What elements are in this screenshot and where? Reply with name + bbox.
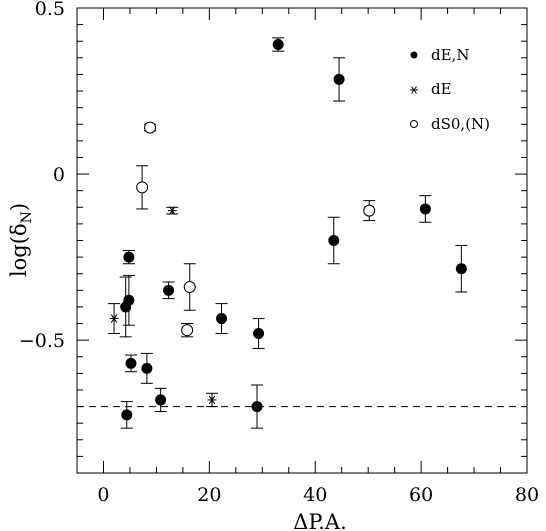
legend-marker-open-circle xyxy=(410,120,418,128)
data-point-open-circle xyxy=(181,323,194,338)
x-tick-label: 40 xyxy=(303,484,327,506)
y-axis-label: log(δN) xyxy=(7,203,35,277)
data-point-filled-circle xyxy=(215,303,228,334)
data-point-filled-circle xyxy=(122,249,135,265)
legend: dE,N dE dS0,(N) xyxy=(410,46,490,133)
data-point-filled-circle xyxy=(120,401,133,429)
y-tick-label: −0.5 xyxy=(19,330,65,352)
x-tick-label: 20 xyxy=(197,484,221,506)
data-point-filled-circle xyxy=(455,244,468,293)
x-axis-label: ΔP.A. xyxy=(293,510,347,531)
data-point-filled-circle xyxy=(419,195,432,223)
data-point-filled-circle xyxy=(122,274,135,326)
data-point-open-circle xyxy=(144,121,157,134)
data-point-filled-circle xyxy=(327,216,340,265)
data-point-filled-circle xyxy=(125,354,137,373)
data-point-open-circle xyxy=(136,165,149,210)
legend-label-de-n: dE,N xyxy=(431,46,469,64)
axis-tick-labels: 0 20 40 60 80 −0.5 0 0.5 xyxy=(19,0,539,506)
legend-marker-asterisk xyxy=(410,86,418,94)
data-point-filled-circle xyxy=(251,384,263,429)
data-point-filled-circle xyxy=(162,281,175,300)
data-point-asterisk xyxy=(166,206,179,215)
y-axis-label-close: ) xyxy=(7,203,31,211)
data-point-filled-circle xyxy=(333,57,346,102)
axis-ticks xyxy=(77,7,527,474)
data-point-filled-circle xyxy=(140,352,153,384)
y-tick-label: 0 xyxy=(53,164,65,186)
data-point-filled-circle xyxy=(272,37,285,52)
x-tick-label: 80 xyxy=(515,484,539,506)
legend-label-ds0-n: dS0,(N) xyxy=(431,115,490,133)
x-tick-label: 60 xyxy=(409,484,433,506)
data-point-asterisk xyxy=(206,392,218,408)
y-axis-label-text: log(δN) xyxy=(7,203,35,277)
plot-frame xyxy=(76,7,528,474)
legend-marker-filled-circle xyxy=(410,51,418,59)
legend-label-de: dE xyxy=(431,80,452,98)
data-point-filled-circle xyxy=(252,318,265,349)
data-point-asterisk xyxy=(108,303,121,334)
data-point-open-circle xyxy=(183,263,196,311)
y-axis-label-main: log(δ xyxy=(7,223,31,277)
data-point-filled-circle xyxy=(154,387,167,413)
data-point-open-circle xyxy=(363,200,376,222)
x-tick-label: 0 xyxy=(97,484,109,506)
y-tick-label: 0.5 xyxy=(35,0,65,20)
y-axis-label-subscript: N xyxy=(19,211,35,223)
data-points xyxy=(108,37,468,429)
data-point-filled-circle xyxy=(119,276,132,338)
